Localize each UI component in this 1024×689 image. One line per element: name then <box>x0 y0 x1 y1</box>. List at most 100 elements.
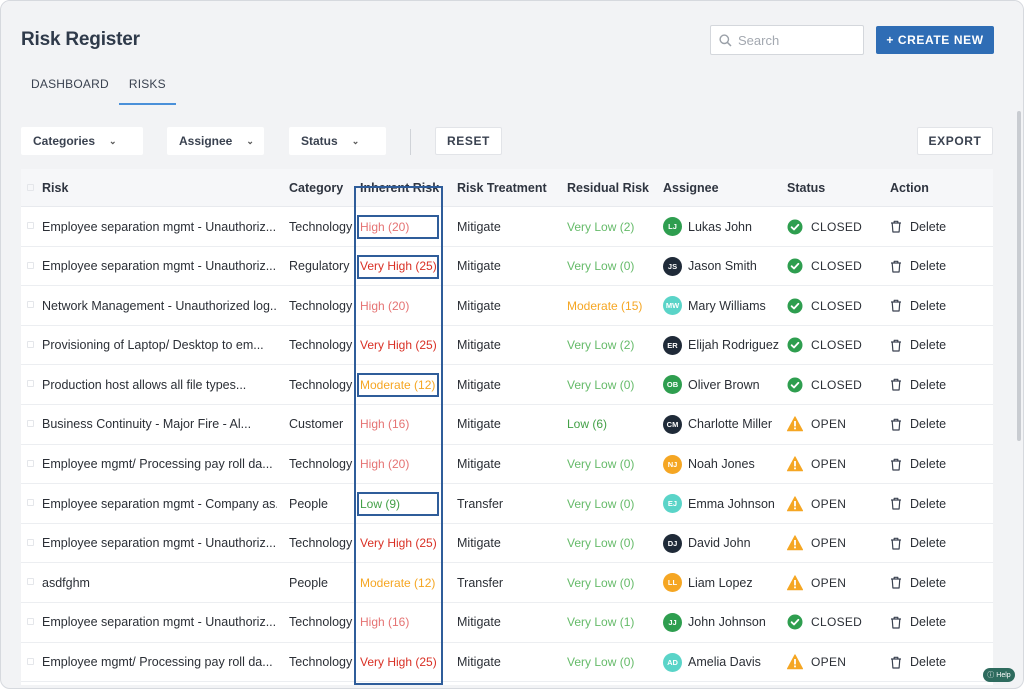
avatar: JJ <box>663 612 682 632</box>
table-row[interactable]: Employee separation mgmt - Company as...… <box>21 484 993 524</box>
create-new-button[interactable]: + CREATE NEW <box>876 26 994 54</box>
status-filter[interactable]: Status ⌄ <box>289 127 386 155</box>
risk-name[interactable]: Employee separation mgmt - Unauthoriz... <box>42 536 277 551</box>
trash-icon <box>891 260 901 273</box>
column-header-status[interactable]: Status <box>787 180 826 195</box>
row-checkbox[interactable] <box>27 419 34 427</box>
risk-category: People <box>289 496 328 511</box>
residual-risk-value: Low (6) <box>567 417 608 432</box>
table-body: Employee separation mgmt - Unauthoriz...… <box>21 207 993 683</box>
row-checkbox[interactable] <box>27 340 34 348</box>
row-checkbox[interactable] <box>27 499 34 507</box>
assignee-name: Noah Jones <box>688 457 755 472</box>
table-row[interactable]: Employee separation mgmt - Unauthoriz...… <box>21 524 993 564</box>
tab-dashboard[interactable]: DASHBOARD <box>31 77 109 91</box>
risk-treatment: Mitigate <box>457 615 501 630</box>
delete-button[interactable]: Delete <box>890 484 960 523</box>
table-row[interactable]: Employee separation mgmt - Unauthoriz...… <box>21 603 993 643</box>
table-row[interactable]: Employee separation mgmt - Unauthoriz...… <box>21 207 993 247</box>
delete-button[interactable]: Delete <box>890 643 960 682</box>
risk-treatment: Transfer <box>457 575 504 590</box>
delete-button[interactable]: Delete <box>890 603 960 642</box>
assignee-filter[interactable]: Assignee ⌄ <box>167 127 264 155</box>
help-button[interactable]: ⓘ Help <box>983 668 1015 682</box>
column-header-category[interactable]: Category <box>289 180 344 195</box>
search-box[interactable] <box>710 25 864 55</box>
row-checkbox[interactable] <box>27 261 34 269</box>
risk-category: People <box>289 575 328 590</box>
reset-button[interactable]: RESET <box>435 127 502 155</box>
row-checkbox[interactable] <box>27 538 34 546</box>
delete-button[interactable]: Delete <box>890 524 960 563</box>
row-checkbox[interactable] <box>27 578 34 586</box>
assignee-name: Lukas John <box>688 219 752 234</box>
delete-button[interactable]: Delete <box>890 207 960 246</box>
status-badge: CLOSED <box>787 286 877 325</box>
risk-name[interactable]: Production host allows all file types... <box>42 377 247 392</box>
tab-bar: DASHBOARD RISKS <box>21 71 176 105</box>
table-row[interactable]: Network Management - Unauthorized log...… <box>21 286 993 326</box>
table-row[interactable]: Employee separation mgmt - Unauthoriz...… <box>21 247 993 287</box>
export-button[interactable]: EXPORT <box>917 127 993 155</box>
residual-risk-value: Very Low (0) <box>567 259 635 274</box>
column-header-inherent-risk[interactable]: Inherent Risk <box>360 180 440 195</box>
row-checkbox[interactable] <box>27 459 34 467</box>
status-label: CLOSED <box>811 219 863 234</box>
delete-label: Delete <box>910 338 947 353</box>
delete-button[interactable]: Delete <box>890 326 960 365</box>
assignee: LJ Lukas John <box>663 207 788 246</box>
risk-name[interactable]: Employee separation mgmt - Company as... <box>42 496 277 511</box>
table-row[interactable]: Provisioning of Laptop/ Desktop to em...… <box>21 326 993 366</box>
assignee-name: Mary Williams <box>688 298 766 313</box>
trash-icon <box>891 497 901 510</box>
row-checkbox[interactable] <box>27 222 34 229</box>
row-checkbox[interactable] <box>27 657 34 665</box>
delete-button[interactable]: Delete <box>890 365 960 404</box>
status-badge: CLOSED <box>787 365 877 404</box>
risk-name[interactable]: Employee separation mgmt - Unauthoriz... <box>42 259 277 274</box>
table-row[interactable]: Production host allows all file types...… <box>21 365 993 405</box>
inherent-risk-value: High (16) <box>360 417 410 432</box>
table-row[interactable]: Employee mgmt/ Processing pay roll da...… <box>21 643 993 683</box>
avatar: ER <box>663 335 682 355</box>
categories-filter[interactable]: Categories ⌄ <box>21 127 143 155</box>
check-circle-icon <box>787 258 803 274</box>
row-checkbox[interactable] <box>27 301 34 309</box>
delete-label: Delete <box>910 298 947 313</box>
table-row[interactable]: Business Continuity - Major Fire - Al...… <box>21 405 993 445</box>
column-header-action[interactable]: Action <box>890 180 929 195</box>
scrollbar[interactable] <box>1017 111 1021 441</box>
delete-button[interactable]: Delete <box>890 563 960 602</box>
column-header-risk-treatment[interactable]: Risk Treatment <box>457 180 547 195</box>
delete-button[interactable]: Delete <box>890 247 960 286</box>
delete-button[interactable]: Delete <box>890 286 960 325</box>
delete-button[interactable]: Delete <box>890 405 960 444</box>
risk-name[interactable]: asdfghm <box>42 575 90 590</box>
column-header-residual-risk[interactable]: Residual Risk <box>567 180 649 195</box>
avatar: OB <box>663 375 682 395</box>
tab-risks[interactable]: RISKS <box>118 71 176 105</box>
risk-name[interactable]: Employee mgmt/ Processing pay roll da... <box>42 457 273 472</box>
assignee: AD Amelia Davis <box>663 643 788 682</box>
select-all-checkbox[interactable] <box>27 184 34 191</box>
inherent-risk-value: High (20) <box>360 219 410 234</box>
risk-name[interactable]: Business Continuity - Major Fire - Al... <box>42 417 252 432</box>
row-checkbox[interactable] <box>27 380 34 388</box>
column-header-assignee[interactable]: Assignee <box>663 180 719 195</box>
table-row[interactable]: Employee mgmt/ Processing pay roll da...… <box>21 445 993 485</box>
row-checkbox[interactable] <box>27 617 34 625</box>
trash-icon <box>891 577 901 589</box>
risk-name[interactable]: Network Management - Unauthorized log... <box>42 298 277 313</box>
status-label: CLOSED <box>811 615 863 630</box>
risk-name[interactable]: Employee separation mgmt - Unauthoriz... <box>42 219 277 234</box>
delete-button[interactable]: Delete <box>890 445 960 484</box>
search-input[interactable] <box>738 32 858 48</box>
risk-name[interactable]: Employee mgmt/ Processing pay roll da... <box>42 655 273 670</box>
risk-name[interactable]: Provisioning of Laptop/ Desktop to em... <box>42 338 264 353</box>
table-row[interactable]: asdfghm People Moderate (12) Transfer Ve… <box>21 563 993 603</box>
risk-name[interactable]: Employee separation mgmt - Unauthoriz... <box>42 615 277 630</box>
assignee-filter-label: Assignee <box>179 134 233 148</box>
trash-icon <box>891 656 901 669</box>
avatar: AD <box>663 652 682 672</box>
column-header-risk[interactable]: Risk <box>42 180 69 195</box>
